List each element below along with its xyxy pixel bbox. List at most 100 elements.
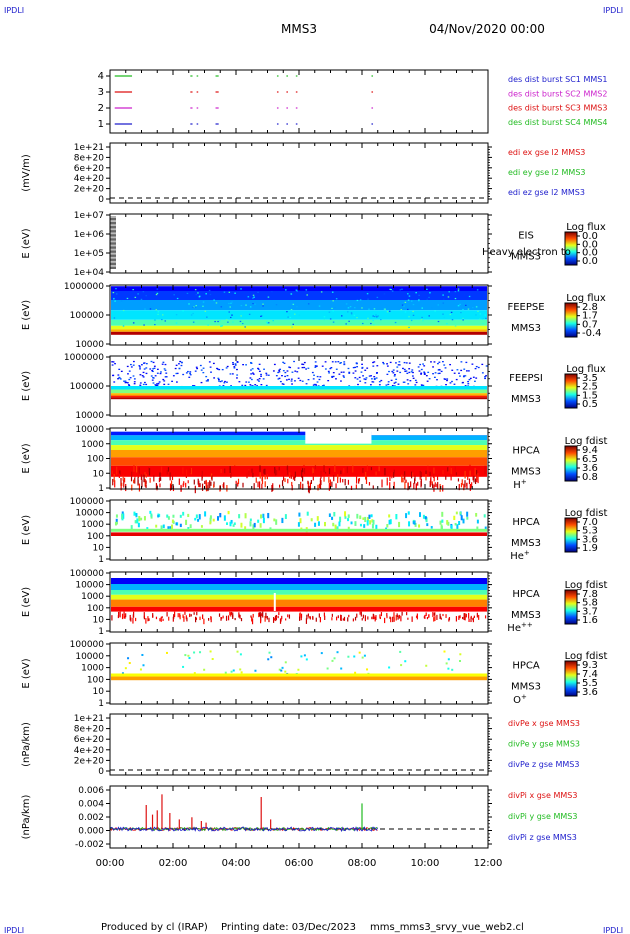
spectrogram-cell (455, 472, 458, 476)
spectrogram-cell (392, 369, 395, 371)
spectrogram-cell (474, 478, 477, 485)
spectrogram-cell (348, 320, 350, 322)
y-tick-label: 1000000 (64, 353, 104, 363)
spectrogram-cell (189, 372, 191, 375)
spectrogram-cell (251, 468, 253, 473)
y-tick-label: 1e+06 (74, 230, 105, 240)
spectrogram-cell (203, 668, 206, 671)
spectrogram-cell (207, 380, 209, 382)
spectrogram-cell (433, 475, 435, 482)
spectrogram-band (111, 319, 487, 326)
spectrogram-cell (166, 612, 168, 617)
spectrogram-cell (455, 616, 458, 622)
spectrogram-cell (133, 479, 135, 484)
spectrogram-cell (143, 474, 145, 483)
spectrogram-cell (390, 288, 392, 291)
spectrogram-cell (187, 654, 190, 657)
spectrogram-cell (264, 615, 266, 622)
spectrogram-cell (256, 385, 259, 387)
spectrogram-cell (450, 525, 453, 530)
spectrogram-cell (208, 361, 211, 363)
spectrogram-cell (466, 516, 469, 520)
spectrogram-cell (439, 613, 441, 619)
spectrogram-cell (317, 521, 320, 526)
spectrogram-cell (361, 656, 364, 659)
spectrogram-cell (195, 305, 197, 307)
spectrogram-cell (414, 384, 417, 386)
spectrogram-cell (415, 292, 417, 294)
spectrogram-cell (355, 475, 358, 484)
spectrogram-cell (229, 467, 231, 472)
spectrogram-cell (120, 482, 122, 491)
spectrogram-cell (251, 368, 254, 370)
spectrogram-cell (461, 479, 463, 486)
spectrogram-cell (469, 484, 471, 491)
spectrogram-cell (453, 372, 456, 374)
data-gap (305, 429, 372, 444)
spectrogram-cell (389, 361, 392, 364)
spectrogram-cell (338, 373, 341, 375)
spectrogram-cell (462, 616, 464, 620)
y-tick-label: 100 (87, 604, 104, 614)
spectrogram-cell (297, 377, 300, 379)
spectrogram-cell (159, 472, 161, 479)
spectrogram-cell (428, 378, 431, 380)
series-line (109, 826, 378, 833)
spectrogram-cell (477, 310, 479, 312)
spectrogram-cell (140, 298, 143, 301)
spectrogram-cell (238, 514, 241, 519)
spectrogram-cell (316, 375, 319, 378)
spectrogram-cell (422, 514, 425, 519)
spectrogram-cell (123, 613, 125, 619)
spectrogram-cell (397, 364, 400, 366)
species-label: H+ (513, 478, 527, 491)
spectrogram-cell (393, 481, 395, 490)
spectrogram-cell (193, 612, 195, 615)
y-tick-label: 10000 (75, 581, 104, 591)
spectrogram-cell (414, 379, 417, 382)
spectrogram-cell (328, 513, 331, 518)
spectrogram-cell (432, 483, 434, 489)
spectrogram-cell (144, 308, 146, 310)
spectrogram-cell (312, 384, 315, 386)
spectrogram-cell (372, 381, 375, 383)
spectrogram-cell (209, 366, 212, 368)
panel-frame (109, 213, 489, 274)
spectrogram-cell (195, 514, 198, 519)
spectrogram-cell (412, 521, 415, 525)
spectrogram-band (111, 291, 487, 300)
spectrogram-cell (371, 519, 374, 523)
spectrogram-cell (315, 365, 317, 367)
spectrogram-cell (189, 468, 191, 473)
spectrogram-cell (389, 519, 392, 525)
spectrogram-band (111, 465, 487, 477)
spectrogram-cell (414, 522, 417, 527)
spectrogram-cell (430, 478, 432, 486)
spectrogram-cell (230, 472, 232, 478)
spectrogram-cell (138, 467, 140, 474)
spectrogram-cell (323, 384, 325, 386)
spectrogram-cell (307, 480, 309, 485)
spectrogram-cell (156, 292, 159, 295)
spectrogram-cell (114, 480, 116, 488)
y-tick-label: 4e+20 (74, 174, 105, 184)
spectrogram-cell (313, 383, 316, 386)
y-axis-label: E (eV) (21, 658, 32, 688)
spectrogram-cell (266, 322, 269, 324)
spectrogram-cell (387, 381, 390, 383)
spectrogram-cell (218, 368, 221, 371)
spectrogram-cell (171, 519, 174, 523)
spectrogram-cell (347, 307, 350, 309)
spectrogram-cell (362, 517, 365, 520)
spectrogram-cell (206, 316, 208, 318)
spectrogram-cell (445, 383, 447, 386)
spectrogram-cell (275, 614, 278, 618)
y-tick-label: 10 (93, 469, 105, 479)
spectrogram-cell (145, 383, 148, 386)
spectrogram-cell (121, 513, 124, 520)
spectrogram-cell (121, 482, 123, 487)
spectrogram-cell (303, 468, 306, 474)
spectrogram-cell (288, 378, 290, 381)
spectrogram-cell (400, 615, 402, 622)
